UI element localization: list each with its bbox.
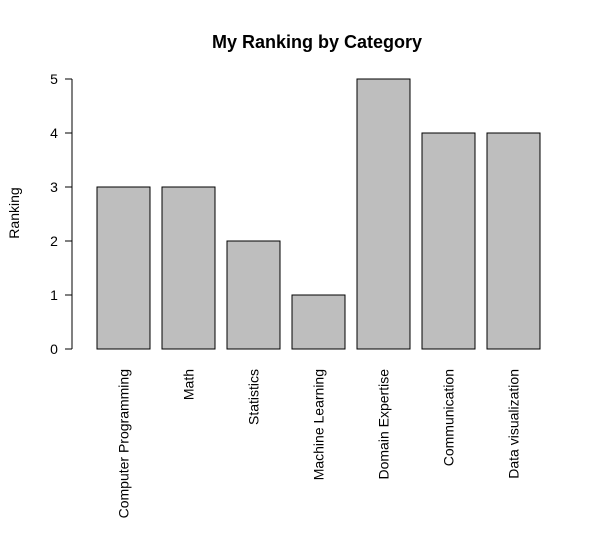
y-tick-label: 4 bbox=[50, 125, 58, 141]
x-category-label: Machine Learning bbox=[311, 369, 327, 480]
bars-group bbox=[96, 78, 541, 350]
y-tick-label: 5 bbox=[50, 71, 58, 87]
bar bbox=[226, 240, 281, 350]
x-category-label: Data visualization bbox=[506, 369, 522, 479]
bar bbox=[96, 186, 151, 350]
chart-title: My Ranking by Category bbox=[212, 32, 422, 52]
bar bbox=[421, 132, 476, 350]
category-labels: Computer Programming Math Statistics Machin… bbox=[116, 369, 522, 519]
x-category-label: Communication bbox=[441, 369, 457, 466]
bar bbox=[291, 294, 346, 350]
y-tick-label: 2 bbox=[50, 233, 58, 249]
y-axis-title: Ranking bbox=[6, 187, 22, 238]
y-tick-label: 3 bbox=[50, 179, 58, 195]
x-category-label: Domain Expertise bbox=[376, 369, 392, 480]
bar bbox=[161, 186, 216, 350]
y-axis-ticks: 0 1 2 3 4 5 bbox=[50, 71, 72, 357]
bar bbox=[486, 132, 541, 350]
x-category-label: Math bbox=[181, 369, 197, 400]
bar bbox=[356, 78, 411, 350]
x-category-label: Statistics bbox=[246, 369, 262, 425]
y-tick-label: 0 bbox=[50, 341, 58, 357]
y-tick-label: 1 bbox=[50, 287, 58, 303]
x-category-label: Computer Programming bbox=[116, 369, 132, 518]
